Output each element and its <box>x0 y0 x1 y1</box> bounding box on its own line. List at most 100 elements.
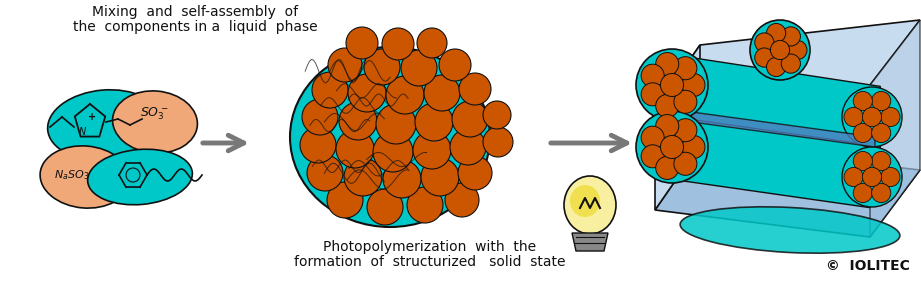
Ellipse shape <box>680 207 900 253</box>
Circle shape <box>376 104 416 144</box>
Circle shape <box>346 27 378 59</box>
Circle shape <box>842 147 902 207</box>
Circle shape <box>787 40 807 60</box>
Circle shape <box>674 57 697 80</box>
Circle shape <box>853 183 872 203</box>
Ellipse shape <box>48 90 162 160</box>
Polygon shape <box>572 233 608 251</box>
Circle shape <box>450 129 486 165</box>
Text: Photopolymerization  with  the: Photopolymerization with the <box>323 240 537 254</box>
Circle shape <box>844 167 863 187</box>
Circle shape <box>660 74 683 97</box>
Polygon shape <box>655 20 920 110</box>
Circle shape <box>483 127 513 157</box>
Polygon shape <box>870 20 920 237</box>
Polygon shape <box>655 145 920 237</box>
Circle shape <box>386 76 424 114</box>
Circle shape <box>307 155 343 191</box>
Ellipse shape <box>570 185 600 217</box>
Circle shape <box>641 145 664 168</box>
Circle shape <box>781 54 800 73</box>
Circle shape <box>871 183 891 203</box>
Circle shape <box>754 33 774 52</box>
Circle shape <box>660 135 683 158</box>
Circle shape <box>674 119 697 142</box>
Text: the  components in a  liquid  phase: the components in a liquid phase <box>73 20 318 34</box>
Circle shape <box>871 123 891 142</box>
Circle shape <box>458 156 492 190</box>
Circle shape <box>766 57 786 77</box>
Circle shape <box>862 107 881 127</box>
Circle shape <box>853 123 872 142</box>
Circle shape <box>373 132 413 172</box>
Polygon shape <box>655 45 700 210</box>
Circle shape <box>880 167 900 187</box>
Circle shape <box>880 107 900 127</box>
Circle shape <box>336 130 374 168</box>
Circle shape <box>641 64 664 87</box>
Circle shape <box>641 83 664 106</box>
Circle shape <box>781 27 800 46</box>
Circle shape <box>407 187 443 223</box>
Circle shape <box>483 101 511 129</box>
Circle shape <box>364 49 400 85</box>
Circle shape <box>682 74 705 97</box>
Circle shape <box>844 107 863 127</box>
Circle shape <box>344 158 382 196</box>
Circle shape <box>766 23 786 43</box>
Circle shape <box>682 135 705 158</box>
Ellipse shape <box>41 146 130 208</box>
Ellipse shape <box>112 91 197 153</box>
Circle shape <box>862 167 881 187</box>
Text: ©  IOLITEC: © IOLITEC <box>826 259 910 273</box>
Circle shape <box>656 156 679 180</box>
Circle shape <box>417 28 447 58</box>
Circle shape <box>674 90 697 113</box>
Circle shape <box>656 115 679 138</box>
Ellipse shape <box>564 176 616 234</box>
Circle shape <box>421 158 459 196</box>
Circle shape <box>842 87 902 147</box>
Circle shape <box>754 48 774 67</box>
Circle shape <box>636 111 708 183</box>
Circle shape <box>401 50 437 86</box>
Text: +: + <box>87 112 96 122</box>
Circle shape <box>415 103 453 141</box>
Ellipse shape <box>87 149 192 205</box>
Circle shape <box>424 75 460 111</box>
Circle shape <box>641 126 664 149</box>
Circle shape <box>302 99 338 135</box>
Circle shape <box>312 72 348 108</box>
Circle shape <box>445 183 479 217</box>
Circle shape <box>339 102 377 140</box>
Polygon shape <box>659 116 880 207</box>
Circle shape <box>348 74 386 112</box>
Circle shape <box>327 182 363 218</box>
Circle shape <box>413 131 451 169</box>
Circle shape <box>382 28 414 60</box>
Circle shape <box>439 49 471 81</box>
Polygon shape <box>659 54 880 148</box>
Text: $N_aSO_3$: $N_aSO_3$ <box>54 168 89 182</box>
Ellipse shape <box>290 47 490 227</box>
Text: N: N <box>78 127 86 137</box>
Circle shape <box>656 94 679 117</box>
Circle shape <box>656 52 679 76</box>
Text: $SO_3^-$: $SO_3^-$ <box>140 106 169 122</box>
Circle shape <box>452 101 488 137</box>
Text: Mixing  and  self-assembly  of: Mixing and self-assembly of <box>92 5 298 19</box>
Polygon shape <box>655 107 875 147</box>
Circle shape <box>871 91 891 111</box>
Circle shape <box>636 49 708 121</box>
Circle shape <box>300 127 336 163</box>
Circle shape <box>328 48 362 82</box>
Text: formation  of  structurized   solid  state: formation of structurized solid state <box>294 255 565 269</box>
Circle shape <box>383 160 421 198</box>
Circle shape <box>770 40 789 60</box>
Circle shape <box>853 151 872 171</box>
Circle shape <box>750 20 810 80</box>
Circle shape <box>853 91 872 111</box>
Circle shape <box>459 73 491 105</box>
Circle shape <box>871 151 891 171</box>
Circle shape <box>367 189 403 225</box>
